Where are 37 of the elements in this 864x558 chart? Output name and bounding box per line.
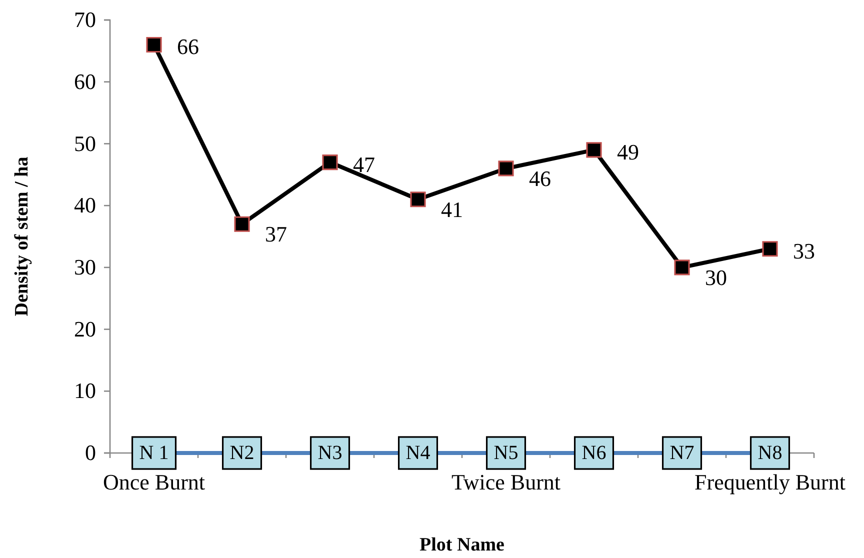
y-axis-title: Density of stem / ha xyxy=(12,156,32,316)
y-tick-label: 20 xyxy=(74,316,96,342)
data-label: N3 xyxy=(318,442,342,464)
y-tick-label: 30 xyxy=(74,254,96,280)
data-label: 37 xyxy=(265,222,287,247)
point xyxy=(674,260,690,276)
y-tick-label: 60 xyxy=(74,68,96,94)
point xyxy=(762,241,778,257)
y-tick-label: 0 xyxy=(85,440,96,466)
x-tick-label: Twice Burnt xyxy=(451,470,561,495)
data-label: 33 xyxy=(793,238,815,264)
x-tick-label: Once Burnt xyxy=(102,470,206,495)
data-label: N6 xyxy=(582,442,606,464)
y-tick-label: 10 xyxy=(74,378,96,404)
y-tick-label: 40 xyxy=(74,192,96,218)
data-label: N7 xyxy=(670,442,694,464)
data-label: N2 xyxy=(230,442,254,464)
point xyxy=(586,142,602,158)
data-label: N 1 xyxy=(139,442,169,464)
data-label: 47 xyxy=(353,152,375,177)
data-label: 46 xyxy=(529,166,551,191)
data-label: N5 xyxy=(494,442,518,464)
data-label: 41 xyxy=(441,196,463,222)
point xyxy=(322,154,338,170)
data-label: N8 xyxy=(758,442,782,464)
point xyxy=(498,160,514,176)
point xyxy=(410,192,426,208)
data-label: 66 xyxy=(177,34,199,60)
x-axis-title: Plot Name xyxy=(420,534,504,556)
data-label: 30 xyxy=(705,264,727,290)
point xyxy=(234,216,250,232)
y-tick-label: 70 xyxy=(74,7,96,32)
data-label: 49 xyxy=(617,139,639,164)
x-tick-label: Frequently Burnt xyxy=(694,470,846,495)
data-label: N4 xyxy=(406,442,430,464)
point xyxy=(146,36,162,53)
y-tick-label: 50 xyxy=(74,130,96,156)
